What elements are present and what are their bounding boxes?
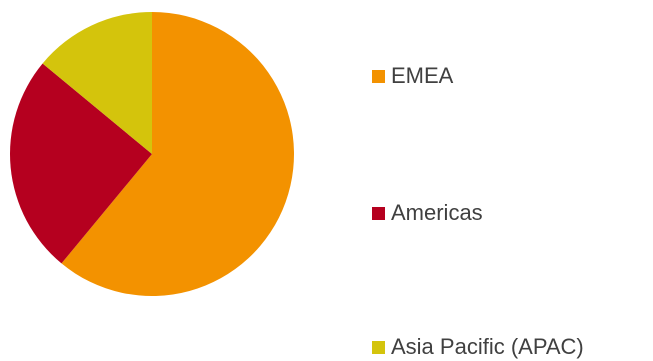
legend-swatch-apac — [372, 340, 385, 354]
legend-item-apac: Asia Pacific (APAC) — [372, 334, 584, 360]
legend-swatch-americas — [372, 206, 385, 220]
legend-swatch-emea — [372, 69, 385, 83]
pie-slice-apac — [42, 11, 152, 154]
pie-slice-emea — [61, 12, 294, 296]
pie-chart — [10, 11, 294, 296]
legend-item-americas: Americas — [372, 200, 483, 226]
legend-label-americas: Americas — [391, 200, 483, 225]
chart-legend: EMEA Americas Asia Pacific (APAC) — [372, 0, 653, 361]
legend-item-emea: EMEA — [372, 63, 453, 89]
legend-label-emea: EMEA — [391, 63, 454, 88]
legend-label-apac: Asia Pacific (APAC) — [391, 334, 584, 359]
pie-slice-americas — [10, 63, 153, 264]
